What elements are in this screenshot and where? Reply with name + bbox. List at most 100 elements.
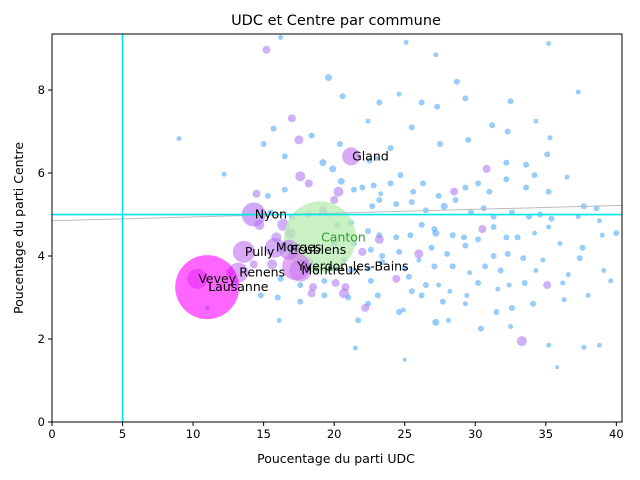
data-point: [339, 93, 346, 100]
data-point: [221, 171, 227, 177]
data-point: [531, 172, 538, 179]
data-point: [477, 325, 484, 332]
label-morges: Morges: [276, 240, 322, 255]
data-point: [444, 250, 451, 257]
data-point: [462, 301, 468, 307]
label-montreux: Montreux: [301, 263, 360, 278]
data-point: [376, 196, 383, 203]
chart-title: UDC et Centre par commune: [231, 13, 441, 29]
data-point: [370, 182, 377, 189]
data-point: [257, 292, 264, 299]
point-montreux: [289, 259, 312, 282]
data-point: [436, 140, 443, 147]
data-point: [408, 199, 415, 206]
data-point: [575, 89, 581, 95]
data-point: [533, 118, 539, 124]
data-point: [452, 196, 459, 203]
data-point: [276, 317, 282, 323]
data-point: [400, 307, 406, 313]
data-point: [350, 186, 357, 193]
data-point: [418, 221, 425, 228]
data-point: [475, 180, 482, 187]
data-point: [374, 292, 381, 299]
data-point: [304, 179, 313, 188]
data-point: [392, 274, 401, 283]
data-point: [416, 257, 422, 263]
y-tick-label: 6: [38, 166, 45, 180]
trend-line: [52, 204, 622, 222]
data-point: [493, 309, 500, 316]
data-point: [331, 278, 340, 287]
data-point: [543, 281, 552, 290]
data-point: [308, 132, 315, 139]
data-point: [405, 273, 412, 280]
data-point: [450, 187, 459, 196]
data-point: [475, 279, 482, 286]
data-point: [365, 228, 372, 235]
data-point: [402, 357, 407, 362]
data-point: [418, 292, 425, 299]
data-point: [508, 324, 514, 330]
data-point: [478, 225, 487, 234]
data-point: [321, 292, 328, 299]
data-point: [490, 223, 497, 230]
label-lausanne: Lausanne: [208, 279, 269, 294]
data-point: [297, 282, 304, 289]
data-point: [523, 184, 530, 191]
data-point: [432, 229, 440, 237]
x-tick-label: 20: [327, 427, 342, 441]
data-point: [393, 234, 400, 241]
data-point: [504, 128, 511, 135]
data-point: [544, 151, 551, 158]
x-tick-label: 0: [48, 427, 55, 441]
data-point: [440, 202, 448, 210]
data-point: [546, 41, 552, 47]
point-lausanne: [175, 255, 240, 320]
data-point: [396, 309, 403, 316]
data-point: [546, 224, 552, 230]
label-nyon: Nyon: [255, 207, 287, 222]
y-tick-label: 4: [38, 249, 45, 263]
data-point: [420, 180, 427, 187]
data-point: [508, 304, 515, 311]
data-point: [397, 172, 404, 179]
data-point: [361, 303, 370, 312]
data-point: [445, 317, 451, 323]
data-point: [433, 52, 439, 58]
data-point: [307, 289, 316, 298]
data-point: [367, 277, 374, 284]
data-point: [252, 189, 261, 198]
data-point: [428, 244, 435, 251]
data-point: [596, 218, 602, 224]
data-point: [348, 267, 355, 274]
data-point: [330, 195, 339, 204]
data-point: [365, 118, 371, 124]
x-tick-label: 15: [256, 427, 271, 441]
data-point: [295, 171, 306, 182]
data-point: [294, 135, 304, 145]
data-point: [581, 344, 587, 350]
data-point: [249, 260, 258, 269]
data-point: [379, 259, 386, 266]
data-point: [514, 234, 521, 241]
data-point: [545, 188, 552, 195]
data-point: [329, 165, 337, 173]
data-point: [557, 241, 563, 247]
data-point: [447, 288, 453, 294]
y-axis-label: Poucentage du parti Centre: [11, 142, 26, 314]
data-point: [530, 300, 537, 307]
y-tick-label: 2: [38, 332, 45, 346]
data-point: [482, 164, 491, 173]
data-point: [376, 99, 383, 106]
data-point: [475, 236, 482, 243]
data-point: [267, 259, 278, 270]
data-point: [408, 288, 415, 295]
data-point: [358, 247, 367, 256]
data-point: [309, 283, 318, 292]
data-point: [387, 180, 394, 187]
data-point: [387, 145, 394, 152]
x-axis-ticks: 0 5 10 15 20 25 30 35 40: [48, 422, 624, 441]
data-point: [506, 282, 512, 288]
data-point: [262, 45, 271, 54]
